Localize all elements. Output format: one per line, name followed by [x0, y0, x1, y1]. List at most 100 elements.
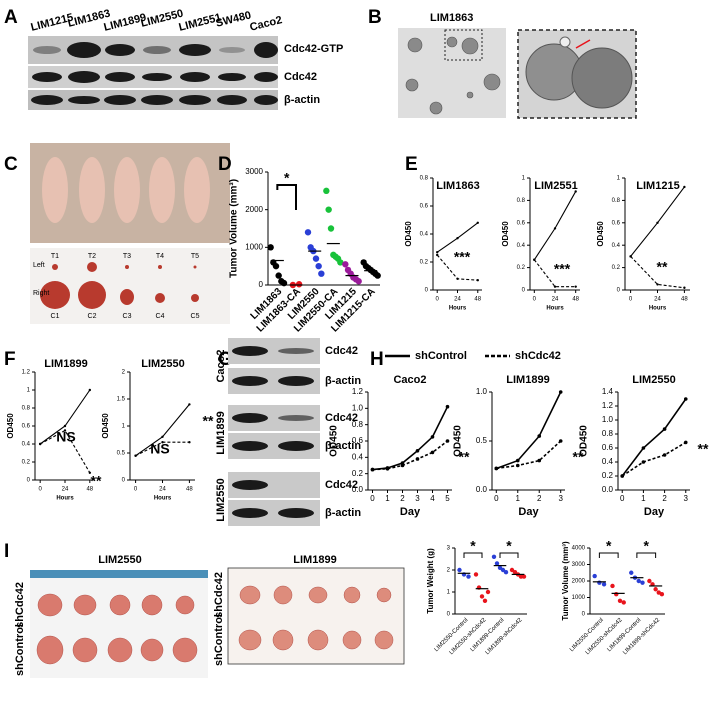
- x-tick-label: 1: [385, 494, 390, 503]
- point: [161, 441, 164, 444]
- series-line: [630, 256, 685, 289]
- x-tick-label: 5: [445, 494, 450, 503]
- point: [662, 427, 667, 431]
- panel-letter: D: [218, 154, 232, 175]
- annotation: *: [284, 170, 290, 186]
- bracket: [499, 552, 519, 558]
- y-axis-label: OD450: [579, 425, 590, 457]
- y-tick-label: 0.2: [22, 460, 31, 466]
- tumor-label: C3: [123, 313, 132, 320]
- point: [662, 453, 667, 457]
- tumor-label: C5: [191, 313, 200, 320]
- y-tick-label: 1.2: [352, 387, 364, 396]
- dot: [327, 225, 335, 232]
- y-tick-label: 0.6: [602, 443, 614, 452]
- side-label: Left: [33, 262, 45, 269]
- y-tick-label: 0: [617, 288, 621, 294]
- dot: [485, 589, 491, 595]
- dot: [601, 582, 607, 587]
- y-tick-label: 0: [425, 288, 429, 294]
- row-label: shControl: [213, 614, 225, 666]
- y-tick-label: 0.6: [352, 436, 364, 445]
- tumor-label: T2: [88, 253, 96, 260]
- point: [161, 435, 164, 438]
- annotation: **: [698, 441, 709, 457]
- row-label: β-actin: [325, 375, 361, 387]
- dot: [592, 573, 597, 579]
- micrograph: [398, 28, 637, 119]
- annotation: **: [91, 473, 102, 489]
- dot: [636, 578, 641, 584]
- x-tick-label: 3: [415, 494, 420, 503]
- panel-title: LIM1863: [430, 12, 473, 24]
- y-tick-label: 0.0: [602, 485, 614, 494]
- annotation: *: [644, 538, 650, 554]
- chart-title: Caco2: [393, 374, 426, 386]
- y-tick-label: 0.8: [517, 198, 526, 204]
- x-tick-label: 24: [159, 487, 166, 493]
- point: [533, 258, 536, 261]
- cell-label: LIM2550: [215, 478, 227, 521]
- x-tick-label: 0: [39, 487, 43, 493]
- y-tick-label: 1: [447, 590, 451, 596]
- dot: [473, 572, 479, 577]
- dot: [280, 279, 288, 287]
- chart-title: LIM2550: [141, 358, 184, 370]
- legend-label: shCdc42: [515, 350, 561, 362]
- dot: [617, 598, 623, 603]
- photo-title: LIM2550: [98, 554, 141, 566]
- y-tick-label: 1000: [245, 242, 263, 251]
- dot: [304, 229, 312, 236]
- point: [370, 467, 375, 472]
- point: [515, 463, 520, 468]
- chart-title: LIM1899: [506, 374, 549, 386]
- y-tick-label: 2: [447, 568, 451, 574]
- y-tick-label: 0: [122, 478, 126, 484]
- point: [494, 466, 499, 471]
- side-label: Right: [33, 290, 49, 297]
- bracket: [276, 184, 297, 210]
- y-tick-label: 1.0: [352, 403, 364, 412]
- bracket: [636, 552, 657, 558]
- y-tick-label: 0.2: [517, 265, 526, 271]
- y-tick-label: 0.2: [420, 260, 429, 266]
- dot: [653, 587, 658, 592]
- tumor-label: C4: [156, 313, 165, 320]
- tumor-label: C1: [51, 313, 60, 320]
- x-tick-label: LIM1899-shCdc42: [622, 617, 661, 656]
- point: [537, 434, 542, 438]
- dot: [342, 261, 349, 268]
- y-tick-label: 1: [522, 176, 526, 182]
- y-tick-label: 0.8: [602, 429, 614, 438]
- point: [38, 442, 42, 446]
- y-tick-label: 0.2: [352, 469, 364, 478]
- point: [88, 471, 92, 474]
- point: [445, 439, 450, 443]
- y-tick-label: 0.0: [476, 485, 488, 494]
- row-label: β-actin: [325, 440, 361, 452]
- y-tick-label: 0.4: [420, 232, 429, 238]
- y-tick-label: 2: [122, 370, 126, 376]
- y-tick-label: 0.5: [476, 436, 488, 445]
- tumor-label: T4: [156, 253, 164, 260]
- point: [436, 251, 439, 254]
- x-axis-label: Day: [518, 506, 539, 518]
- lane-label: Caco2: [249, 14, 284, 34]
- y-tick-label: 0.4: [517, 243, 526, 249]
- x-tick-label: 0: [436, 297, 440, 303]
- point: [683, 185, 686, 189]
- point: [620, 474, 625, 478]
- y-tick-label: 0: [582, 612, 586, 618]
- x-axis-label: Hours: [449, 306, 467, 312]
- annotation: **: [657, 259, 668, 275]
- y-tick-label: 0.8: [612, 198, 621, 204]
- annotation: *: [606, 538, 612, 554]
- dot: [295, 281, 303, 288]
- point: [558, 390, 563, 394]
- point: [456, 277, 459, 280]
- dot: [355, 278, 362, 285]
- x-tick-label: 24: [552, 297, 559, 303]
- annotation: *: [470, 538, 476, 554]
- cell-label: LIM1899: [215, 411, 227, 454]
- series-line: [372, 440, 448, 471]
